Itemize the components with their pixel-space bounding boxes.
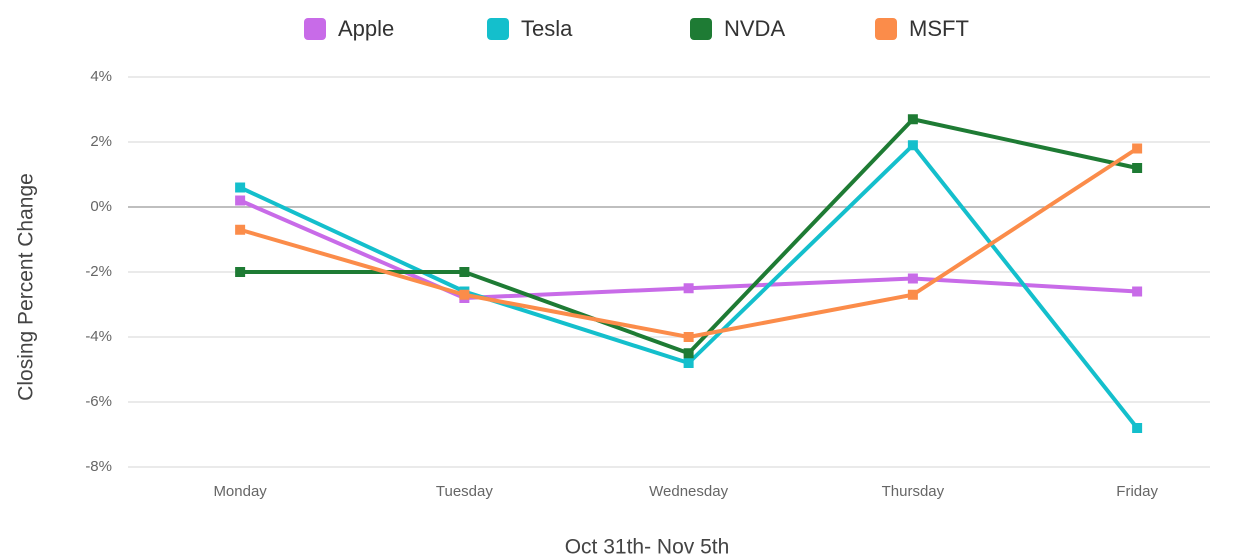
point-marker <box>1132 423 1143 433</box>
point-marker <box>907 289 918 300</box>
legend-label: MSFT <box>909 16 969 41</box>
y-tick-label: -8% <box>85 458 112 475</box>
legend-label: NVDA <box>724 16 785 41</box>
point-marker <box>459 289 470 300</box>
point-marker <box>907 140 918 151</box>
y-tick-label: -6% <box>85 393 112 410</box>
point-marker <box>683 332 694 342</box>
y-tick-label: -2% <box>85 263 112 280</box>
point-marker <box>235 182 246 193</box>
y-tick-label: -4% <box>85 328 112 345</box>
point-marker <box>235 195 246 206</box>
point-marker <box>235 224 246 235</box>
y-tick-label: 4% <box>90 68 112 85</box>
y-tick-label: 0% <box>90 198 112 215</box>
legend-label: Tesla <box>521 16 573 41</box>
x-tick-label: Monday <box>213 483 267 500</box>
legend-swatch <box>304 18 326 40</box>
point-marker <box>683 358 694 368</box>
legend-swatch <box>690 18 712 40</box>
x-tick-label: Wednesday <box>649 483 728 500</box>
point-marker <box>683 348 694 359</box>
x-axis-title: Oct 31th- Nov 5th <box>565 536 730 559</box>
series-line <box>239 146 1139 339</box>
point-marker <box>459 267 470 277</box>
legend-label: Apple <box>338 16 394 41</box>
x-tick-label: Thursday <box>882 483 945 500</box>
point-marker <box>907 273 918 284</box>
point-marker <box>907 114 918 125</box>
x-tick-label: Friday <box>1116 483 1158 500</box>
point-marker <box>1132 286 1143 297</box>
y-axis-title: Closing Percent Change <box>15 173 38 401</box>
legend-swatch <box>875 18 897 40</box>
legend-swatch <box>487 18 509 40</box>
x-tick-label: Tuesday <box>436 483 493 500</box>
point-marker <box>1132 163 1143 173</box>
point-marker <box>1132 143 1143 154</box>
point-marker <box>235 267 246 277</box>
point-marker <box>683 283 694 294</box>
y-tick-label: 2% <box>90 133 112 150</box>
